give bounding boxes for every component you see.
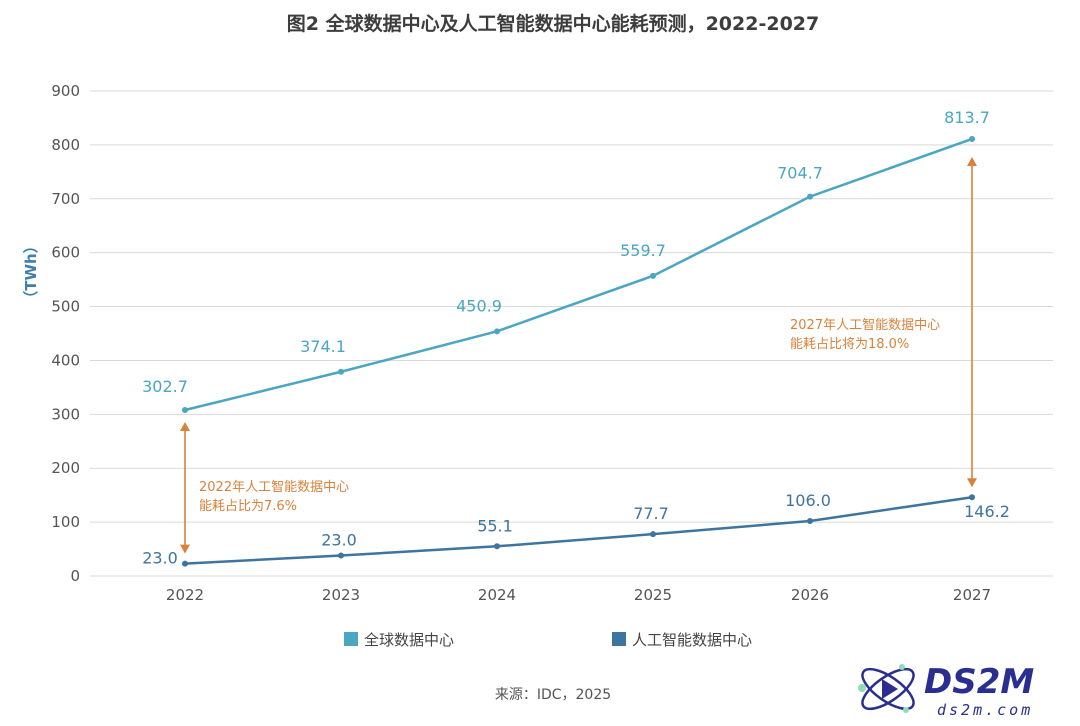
legend-label: 全球数据中心 <box>364 631 454 649</box>
annotation-text: 2027年人工智能数据中心 <box>790 318 940 333</box>
data-label: 559.7 <box>620 241 666 260</box>
annotation-text: 能耗占比将为18.0% <box>790 337 909 352</box>
y-tick-label: 500 <box>51 298 80 316</box>
x-tick-label: 2026 <box>791 586 829 604</box>
watermark-text: DS2M <box>924 662 1034 702</box>
source-note: 来源：IDC，2025 <box>495 687 611 703</box>
x-tick-label: 2027 <box>953 586 991 604</box>
series-1: 302.7 374.1 450.9 559.7 704.7 813.7 <box>142 108 990 414</box>
y-tick-label: 100 <box>51 513 80 531</box>
data-point <box>807 518 813 525</box>
data-point <box>650 272 656 279</box>
data-label: 813.7 <box>944 108 990 127</box>
data-label: 77.7 <box>633 504 669 523</box>
legend-swatch <box>344 632 358 646</box>
series-line <box>184 137 973 412</box>
x-tick-label: 2025 <box>634 586 672 604</box>
data-point <box>807 193 813 200</box>
watermark-logo: DS2M ds2m.com <box>842 655 1080 722</box>
y-axis-ticks: 0 100 200 300 400 500 600 700 800 900 <box>51 82 80 585</box>
series-line <box>184 495 973 565</box>
legend-swatch <box>612 632 626 646</box>
data-label: 146.2 <box>964 502 1010 521</box>
y-axis-label: （TWh） <box>22 238 40 305</box>
legend: 全球数据中心 人工智能数据中心 <box>344 631 752 649</box>
arrow-head <box>180 544 190 554</box>
data-label: 450.9 <box>456 296 502 315</box>
data-point <box>338 368 344 375</box>
y-tick-label: 0 <box>70 567 80 585</box>
data-point <box>338 552 344 559</box>
y-tick-label: 400 <box>51 351 80 369</box>
annotation-text: 能耗占比为7.6% <box>199 499 297 514</box>
data-label: 106.0 <box>785 491 831 510</box>
x-tick-label: 2024 <box>478 586 516 604</box>
data-point <box>969 135 975 142</box>
y-tick-label: 800 <box>51 136 80 154</box>
data-point <box>182 560 188 567</box>
data-point <box>182 407 188 414</box>
y-tick-label: 300 <box>51 405 80 423</box>
x-tick-label: 2022 <box>166 586 204 604</box>
data-point <box>969 494 975 501</box>
arrow-head <box>180 422 190 432</box>
data-label: 704.7 <box>777 164 823 183</box>
data-label: 302.7 <box>142 377 188 396</box>
x-axis-ticks: 2022 2023 2024 2025 2026 2027 <box>166 586 991 604</box>
watermark-subtext: ds2m.com <box>937 701 1033 719</box>
data-label: 23.0 <box>142 549 178 568</box>
arrow-head <box>967 156 977 166</box>
grid <box>90 90 1053 577</box>
x-tick-label: 2023 <box>322 586 360 604</box>
arrow-head <box>967 478 977 488</box>
data-point <box>494 543 500 550</box>
series-2: 23.0 23.0 55.1 77.7 106.0 146.2 <box>142 491 1010 568</box>
data-label: 55.1 <box>477 516 513 535</box>
data-point <box>494 328 500 335</box>
annotation-text: 2022年人工智能数据中心 <box>199 480 349 495</box>
y-tick-label: 600 <box>51 244 80 262</box>
data-point <box>650 531 656 538</box>
series-layer: 302.7 374.1 450.9 559.7 704.7 813.7 23.0 23.0 55… <box>142 108 1010 568</box>
data-label: 374.1 <box>300 337 346 356</box>
y-tick-label: 700 <box>51 190 80 208</box>
y-tick-label: 200 <box>51 459 80 477</box>
legend-label: 人工智能数据中心 <box>632 631 752 649</box>
y-tick-label: 900 <box>51 82 80 100</box>
data-label: 23.0 <box>321 531 357 550</box>
chart-title: 图2 全球数据中心及人工智能数据中心能耗预测，2022-2027 <box>287 12 819 35</box>
